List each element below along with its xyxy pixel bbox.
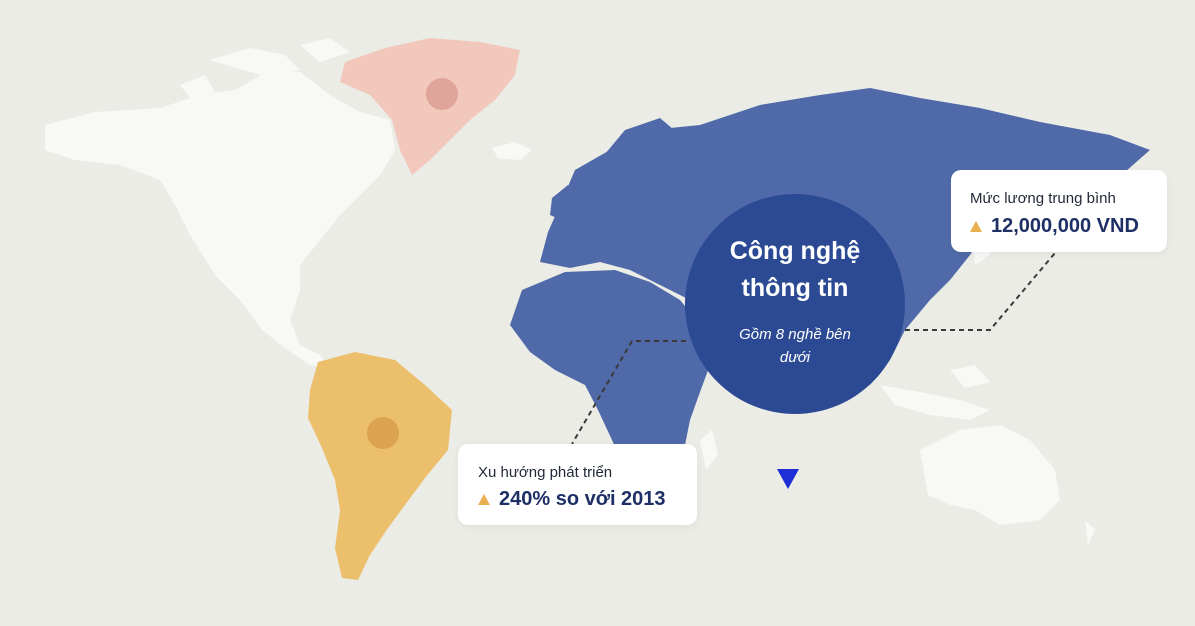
average-salary-value: 12,000,000 VND — [991, 215, 1139, 237]
growth-trend-label: Xu hướng phát triển — [478, 464, 613, 481]
sector-title: Công nghệ thông tin — [729, 237, 861, 302]
average-salary-label: Mức lương trung bình — [970, 190, 1116, 207]
madagascar — [700, 430, 718, 470]
new-zealand — [1085, 520, 1095, 545]
growth-trend-value: 240% so với 2013 — [499, 488, 666, 510]
greenland-marker — [426, 78, 458, 110]
trend-connector-line — [571, 340, 686, 445]
africa — [510, 270, 710, 480]
growth-trend-card: Xu hướng phát triển 240% so với 2013 — [458, 444, 697, 525]
growth-trend-value-row: 240% so với 2013 — [478, 488, 666, 511]
indonesia — [880, 365, 990, 420]
sector-hub-circle[interactable]: Công nghệ thông tin Gồm 8 nghề bên dưới — [685, 194, 905, 414]
canada-islands — [180, 38, 350, 98]
iceland — [492, 142, 532, 160]
north-america — [45, 70, 395, 370]
south-america — [308, 352, 452, 580]
greenland — [340, 38, 520, 175]
triangle-down-icon[interactable] — [777, 469, 799, 489]
triangle-up-icon — [478, 494, 490, 505]
south-america-marker — [367, 417, 399, 449]
triangle-up-icon — [970, 221, 982, 232]
australia — [920, 425, 1060, 525]
scandinavia — [600, 118, 680, 180]
british-isles — [550, 185, 578, 222]
sector-subtitle: Gồm 8 nghề bên dưới — [739, 326, 851, 366]
average-salary-value-row: 12,000,000 VND — [970, 215, 1139, 238]
salary-connector-line — [905, 252, 1056, 331]
average-salary-card: Mức lương trung bình 12,000,000 VND — [951, 170, 1167, 252]
